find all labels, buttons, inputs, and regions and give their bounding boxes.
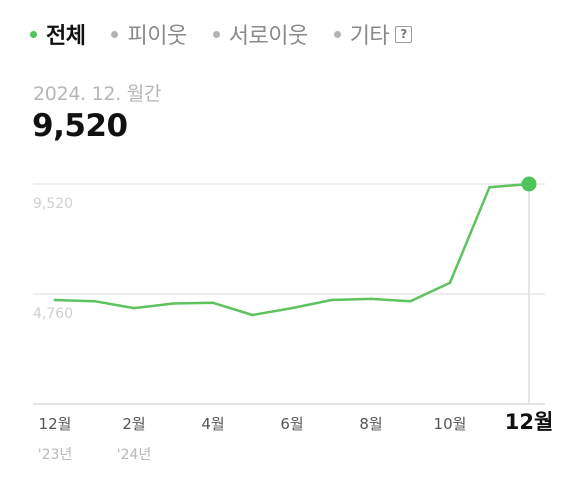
- tab-all[interactable]: 전체: [30, 18, 86, 50]
- help-icon[interactable]: ?: [395, 25, 413, 43]
- data-point: [448, 281, 452, 284]
- x-tick-label: 10월: [434, 415, 467, 433]
- data-point: [251, 313, 254, 317]
- period-label: 2024. 12. 월간: [33, 83, 162, 105]
- tab-neighbors-label: 피이웃: [127, 24, 187, 49]
- tab-neighbors[interactable]: 피이웃: [111, 18, 187, 50]
- tab-other[interactable]: 기타 ?: [333, 18, 413, 50]
- x-tick-label: 8월: [359, 415, 382, 433]
- data-point: [369, 297, 373, 301]
- tab-mutual-neighbors-label: 서로이웃: [228, 24, 308, 49]
- x-tick-label: 4월: [201, 415, 224, 433]
- data-point: [211, 301, 215, 305]
- data-point: [53, 298, 57, 302]
- data-point: [330, 298, 333, 302]
- total-value: 9,520: [32, 108, 128, 144]
- data-point: [488, 185, 491, 189]
- x-tick-year-label: '24년: [117, 447, 152, 463]
- data-point: [409, 299, 412, 303]
- x-tick-label: 2월: [122, 415, 145, 433]
- data-point: [132, 306, 136, 310]
- data-point: [93, 299, 96, 303]
- highlight-point: [521, 176, 537, 192]
- data-point: [290, 306, 294, 310]
- x-tick-label: 12월: [39, 415, 72, 433]
- x-tick-label: 6월: [280, 415, 303, 433]
- dot-icon: [111, 30, 119, 38]
- x-tick-year-label: '23년: [38, 447, 73, 463]
- y-tick-label: 9,520: [33, 196, 73, 212]
- dot-icon: [333, 30, 341, 38]
- dot-icon: [212, 30, 220, 38]
- tab-all-label: 전체: [46, 24, 86, 49]
- series-line: [53, 182, 531, 317]
- x-tick-label: 12월: [505, 410, 554, 434]
- y-tick-label: 4,760: [33, 306, 73, 322]
- tab-other-label: 기타: [349, 24, 390, 49]
- data-point: [172, 302, 175, 305]
- active-dot-icon: [30, 30, 37, 38]
- filter-tabs: 전체 피이웃 서로이웃 기타 ?: [30, 18, 413, 50]
- tab-mutual-neighbors[interactable]: 서로이웃: [212, 18, 308, 50]
